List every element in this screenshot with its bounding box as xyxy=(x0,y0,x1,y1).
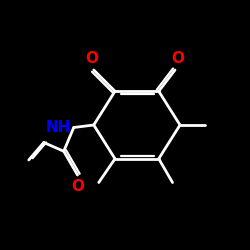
Text: O: O xyxy=(85,51,98,66)
Text: O: O xyxy=(71,179,84,194)
Text: NH: NH xyxy=(46,120,71,135)
Text: O: O xyxy=(171,51,184,66)
